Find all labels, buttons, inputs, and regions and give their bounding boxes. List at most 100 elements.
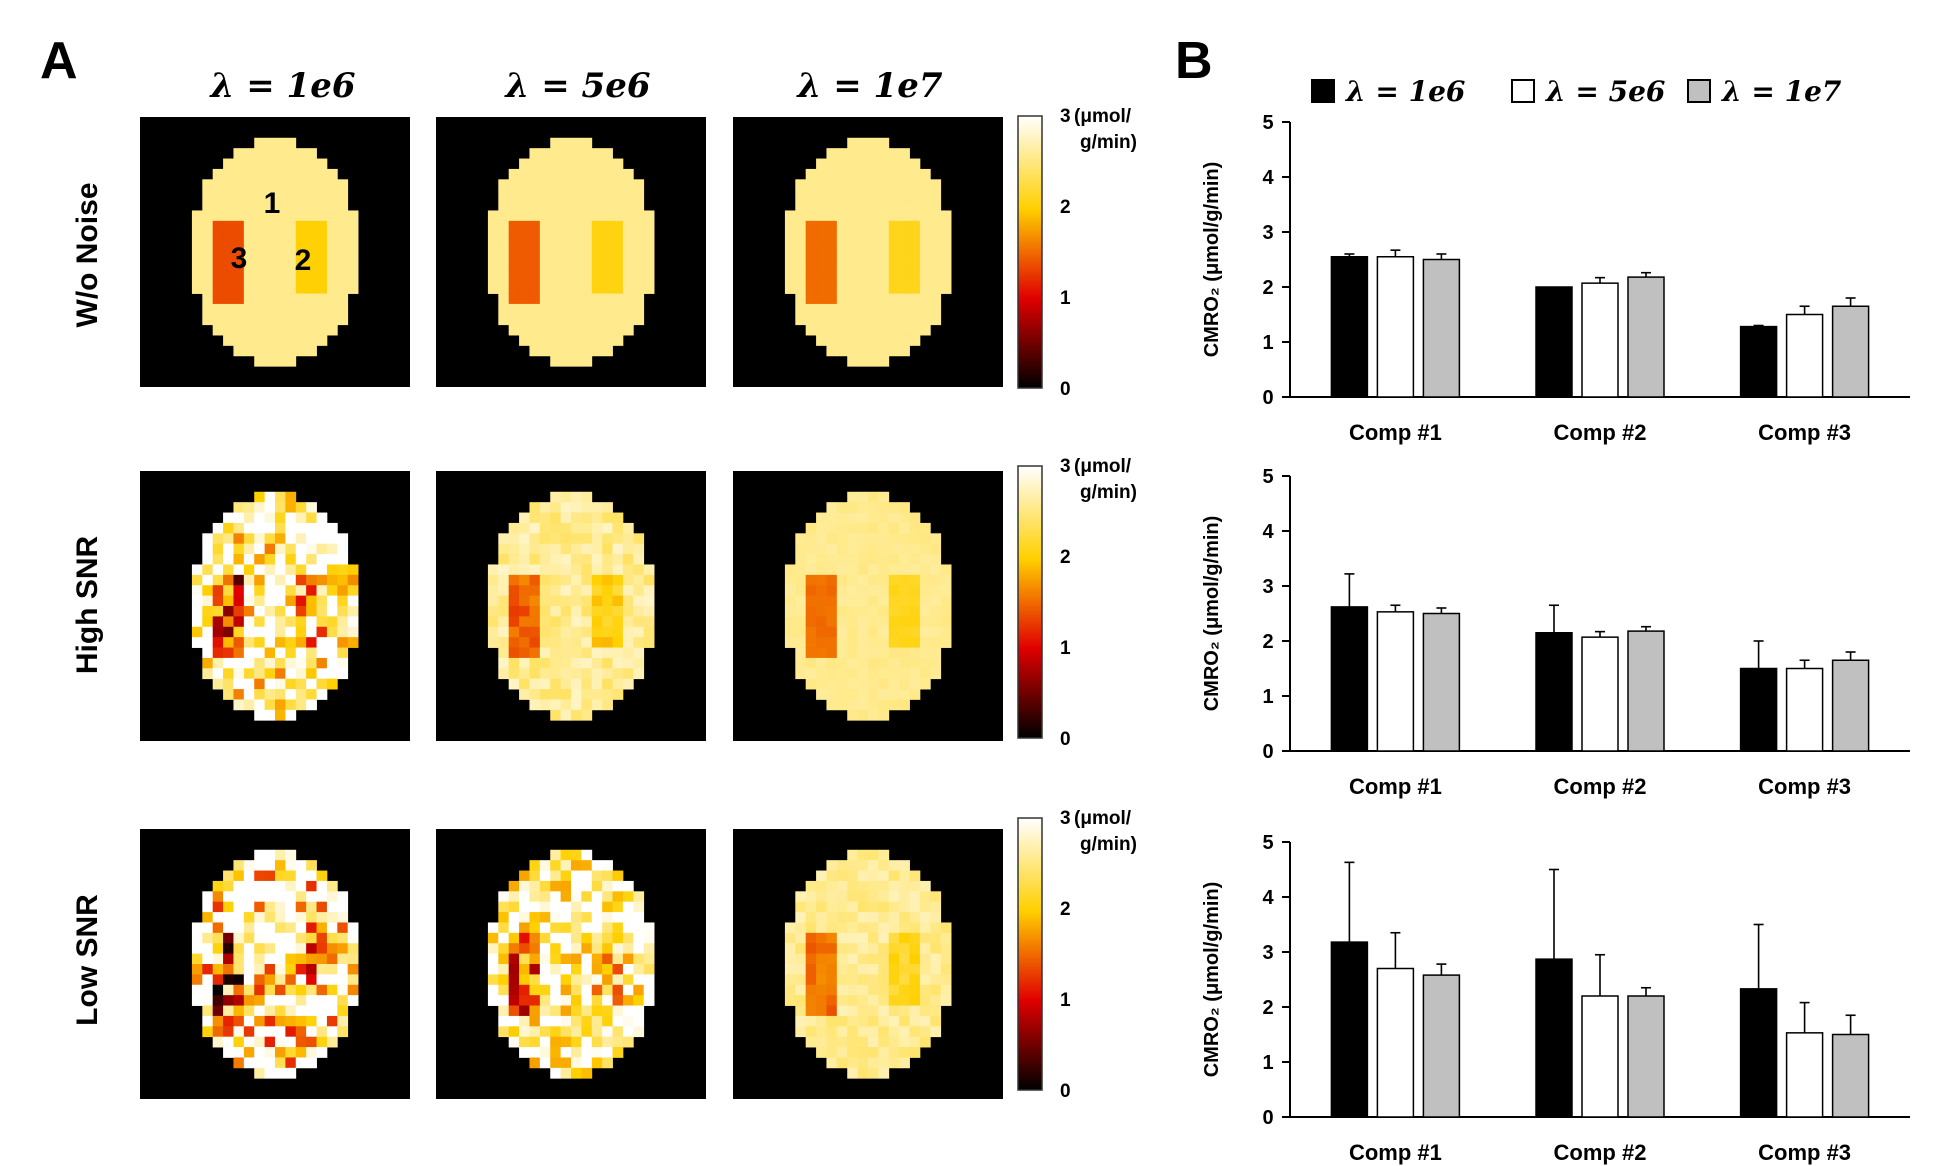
category-label: Comp #3	[1758, 420, 1851, 445]
map-pixel	[940, 210, 952, 222]
map-pixel	[243, 626, 255, 638]
map-pixel	[868, 595, 879, 607]
map-pixel	[550, 984, 562, 996]
map-pixel	[212, 564, 224, 576]
map-pixel	[264, 574, 276, 586]
map-pixel	[519, 964, 530, 975]
map-pixel	[581, 324, 593, 336]
map-pixel	[223, 984, 234, 996]
map-pixel	[223, 922, 234, 934]
map-pixel	[560, 241, 572, 253]
map-pixel	[919, 1015, 931, 1027]
map-pixel	[826, 1057, 838, 1069]
map-pixel	[316, 179, 328, 191]
map-pixel	[560, 870, 572, 882]
map-pixel	[275, 252, 286, 263]
map-pixel	[909, 533, 921, 545]
map-pixel	[326, 564, 338, 576]
map-pixel	[878, 626, 890, 638]
map-pixel	[326, 606, 338, 617]
map-pixel	[316, 880, 328, 892]
map-pixel	[591, 870, 603, 882]
map-pixel	[612, 293, 624, 305]
map-pixel	[816, 554, 827, 565]
map-pixel	[571, 554, 582, 565]
map-pixel	[878, 1005, 890, 1017]
map-pixel	[909, 220, 921, 232]
map-pixel	[275, 1057, 286, 1069]
map-pixel	[836, 1005, 848, 1017]
map-pixel	[223, 220, 234, 232]
map-pixel	[784, 616, 796, 628]
map-pixel	[498, 974, 510, 986]
map-pixel	[888, 1015, 900, 1027]
map-pixel	[295, 922, 307, 934]
map-pixel	[560, 606, 572, 617]
map-pixel	[591, 554, 603, 565]
map-pixel	[347, 922, 359, 934]
map-pixel	[285, 241, 297, 253]
map-pixel	[878, 964, 890, 975]
map-pixel	[857, 849, 869, 861]
column-header-1e7: λ = 1e7	[796, 66, 943, 106]
map-pixel	[326, 293, 338, 305]
map-pixel	[202, 606, 214, 617]
map-pixel	[919, 932, 931, 944]
map-pixel	[581, 1005, 593, 1017]
map-pixel	[836, 324, 848, 336]
map-pixel	[805, 964, 817, 975]
map-pixel	[233, 231, 245, 243]
map-pixel	[285, 522, 297, 534]
map-pixel	[571, 283, 582, 294]
colorbar-1-tick-2: 2	[1060, 197, 1071, 218]
map-pixel	[560, 595, 572, 607]
map-pixel	[591, 533, 603, 545]
map-pixel	[919, 657, 931, 669]
map-pixel	[836, 995, 848, 1006]
map-pixel	[508, 241, 520, 253]
map-pixel	[539, 168, 551, 180]
map-pixel	[784, 283, 796, 294]
map-pixel	[233, 335, 245, 346]
map-pixel	[243, 512, 255, 524]
map-pixel	[826, 880, 838, 892]
map-pixel	[643, 272, 655, 284]
map-pixel	[888, 200, 900, 211]
map-pixel	[254, 210, 266, 222]
map-pixel	[519, 647, 530, 659]
map-pixel	[909, 314, 921, 326]
map-pixel	[550, 585, 562, 597]
map-pixel	[295, 1026, 307, 1038]
map-pixel	[591, 293, 603, 305]
map-pixel	[602, 1015, 613, 1027]
map-pixel	[919, 262, 931, 274]
map-pixel	[643, 932, 655, 944]
map-pixel	[243, 880, 255, 892]
map-pixel	[498, 995, 510, 1006]
map-pixel	[316, 543, 328, 555]
map-pixel	[326, 932, 338, 944]
map-pixel	[930, 585, 942, 597]
map-pixel	[519, 554, 530, 565]
map-pixel	[857, 709, 869, 721]
map-pixel	[581, 491, 593, 503]
map-pixel	[602, 262, 613, 274]
map-pixel	[581, 678, 593, 690]
map-pixel	[816, 231, 827, 243]
map-pixel	[571, 512, 582, 524]
map-pixel	[816, 585, 827, 597]
map-pixel	[306, 231, 317, 243]
map-pixel	[306, 637, 317, 648]
map-pixel	[622, 668, 634, 680]
map-pixel	[264, 303, 276, 315]
map-pixel	[498, 272, 510, 284]
map-pixel	[264, 564, 276, 576]
map-pixel	[316, 689, 328, 700]
map-pixel	[836, 606, 848, 617]
map-pixel	[212, 241, 224, 253]
map-pixel	[202, 189, 214, 201]
map-pixel	[539, 543, 551, 555]
map-pixel	[550, 252, 562, 263]
map-pixel	[878, 585, 890, 597]
map-pixel	[337, 189, 349, 201]
